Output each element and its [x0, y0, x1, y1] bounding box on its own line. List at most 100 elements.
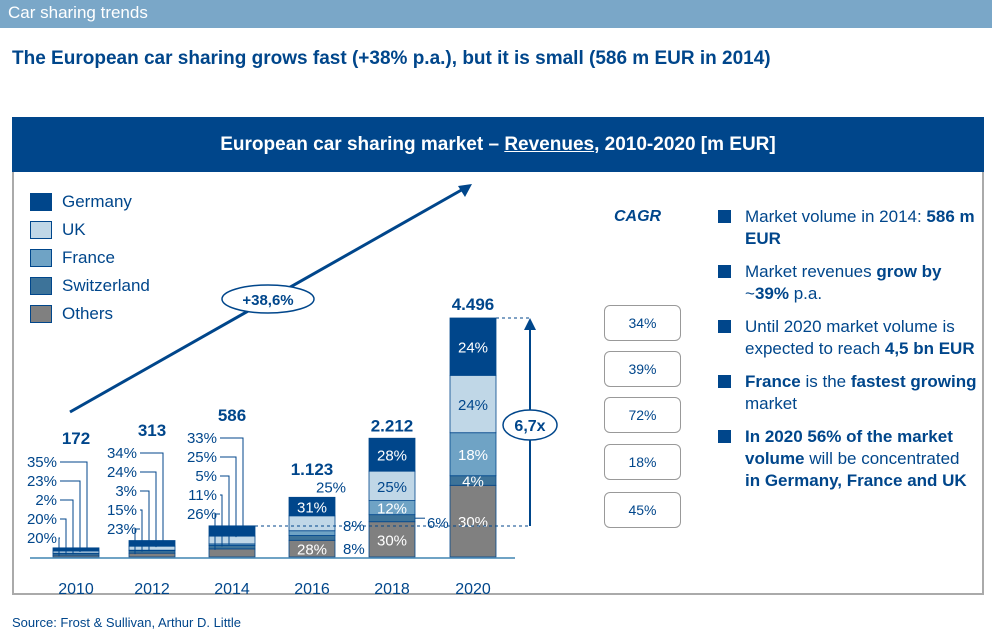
segment-share-label: 30% [377, 532, 407, 549]
bullet-text-bold: in Germany, France and UK [745, 471, 967, 490]
legend-item: Germany [30, 188, 150, 216]
arrow-head-icon [524, 318, 536, 330]
bar-segment-germany [208, 525, 256, 537]
cagr-value: 45% [604, 492, 681, 528]
bar-segment-france [288, 530, 336, 536]
legend-swatch [30, 193, 52, 211]
legend-label: Germany [62, 192, 132, 211]
segment-share-label: 30% [458, 514, 488, 531]
bullet-text-bold: fastest growing [850, 372, 977, 391]
x-tick-label: 2020 [455, 581, 491, 598]
bullet-square-icon [718, 375, 731, 388]
legend-swatch [30, 249, 52, 267]
segment-share-label: 4% [462, 474, 484, 491]
bullet-item: In 2020 56% of the market volume will be… [718, 426, 978, 492]
bullet-text-segment: Market revenues [745, 262, 877, 281]
legend-item: Others [30, 300, 150, 328]
callout-leader [220, 494, 223, 547]
growth-badge [221, 284, 315, 314]
segment-share-label: 31% [297, 500, 327, 517]
section-title: Car sharing trends [0, 0, 992, 28]
bullet-text-bold: In 2020 56% of the market volume [745, 427, 953, 468]
growth-label: +38,6% [242, 292, 293, 309]
bullet-item: Until 2020 market volume is expected to … [718, 316, 978, 360]
headline: The European car sharing grows fast (+38… [12, 48, 771, 69]
segment-share-label: 25% [377, 479, 407, 496]
bullet-text-segment: ~ [745, 284, 755, 303]
bar-total-label: 313 [138, 421, 166, 440]
segment-share-label: 2% [35, 492, 57, 509]
legend-item: Switzerland [30, 272, 150, 300]
bullet-text-bold: 586 m EUR [745, 207, 975, 248]
bar-segment-uk [208, 535, 256, 545]
bullet-text: France is the fastest growing market [745, 371, 978, 415]
segment-share-label: 24% [458, 397, 488, 414]
legend-item: UK [30, 216, 150, 244]
bullet-text-segment: will be concentrated [804, 449, 960, 468]
legend-label: UK [62, 220, 86, 239]
segment-share-label: 3% [115, 483, 137, 500]
segment-share-label: 24% [458, 340, 488, 357]
legend-swatch [30, 277, 52, 295]
bar-segment-switzerland [288, 535, 336, 541]
bullet-text-segment: market [745, 394, 797, 413]
segment-share-label: 18% [458, 447, 488, 464]
bar-segment-others [208, 548, 256, 558]
bullet-text: Market volume in 2014: 586 m EUR [745, 206, 978, 250]
callout-leader [60, 461, 88, 549]
segment-share-label: 5% [195, 468, 217, 485]
bullet-text: Market revenues grow by ~39% p.a. [745, 261, 978, 305]
legend: Germany UK France Switzerland Others [30, 188, 150, 328]
bullet-text-bold: 4,5 bn EUR [884, 339, 975, 358]
bullet-text-bold: 39% [754, 284, 789, 303]
bar-total-label: 4.496 [452, 295, 495, 314]
source-note: Source: Frost & Sullivan, Arthur D. Litt… [12, 615, 242, 630]
segment-share-label: 15% [107, 502, 137, 519]
bullet-square-icon [718, 320, 731, 333]
legend-label: Switzerland [62, 276, 150, 295]
legend-label: France [62, 248, 115, 267]
bar-segment-others [128, 552, 176, 558]
bar-total-label: 172 [62, 429, 90, 448]
bar-segment-germany [288, 496, 336, 517]
segment-share-label: 35% [27, 454, 57, 471]
bullet-text: In 2020 56% of the market volume will be… [745, 426, 978, 492]
x-tick-label: 2016 [294, 581, 330, 598]
bullet-text-segment: Market volume in 2014: [745, 207, 927, 226]
chart-title-post: , 2010-2020 [m EUR] [594, 134, 776, 155]
x-tick-label: 2018 [374, 581, 410, 598]
bullet-square-icon [718, 210, 731, 223]
callout-leader [220, 456, 237, 538]
segment-share-label: 8% [343, 541, 365, 558]
segment-share-label: 34% [107, 445, 137, 462]
chart-title-pre: European car sharing market – [220, 134, 505, 155]
chart-title: European car sharing market – Revenues, … [12, 117, 984, 172]
bullet-text-segment: p.a. [788, 284, 823, 303]
bullet-text-bold: grow by [876, 262, 942, 281]
callout-leader [214, 513, 220, 550]
segment-share-label: 20% [27, 511, 57, 528]
segment-share-label: 26% [187, 506, 217, 523]
cagr-value: 39% [604, 351, 681, 387]
bullet-item: France is the fastest growing market [718, 371, 978, 415]
bar-total-label: 1.123 [291, 460, 334, 479]
multiple-badge [502, 409, 558, 441]
callout-leader [140, 490, 150, 552]
bar-segment-germany [52, 547, 100, 552]
callout-leader [140, 509, 143, 552]
segment-share-label: 6% [427, 515, 449, 532]
callout-leader [134, 528, 140, 555]
bar-segment-uk [449, 374, 497, 434]
x-tick-label: 2012 [134, 581, 170, 598]
legend-item: France [30, 244, 150, 272]
bar-segment-switzerland [208, 545, 256, 550]
bar-segment-germany [449, 317, 497, 376]
bullet-text: Until 2020 market volume is expected to … [745, 316, 978, 360]
bar-segment-france [449, 432, 497, 477]
segment-share-label: 23% [107, 521, 137, 538]
callout-leader [140, 471, 157, 548]
multiple-label: 6,7x [514, 418, 545, 435]
segment-share-label: 25% [316, 479, 346, 496]
bullet-text-segment: Until 2020 market volume is expected to … [745, 317, 955, 358]
